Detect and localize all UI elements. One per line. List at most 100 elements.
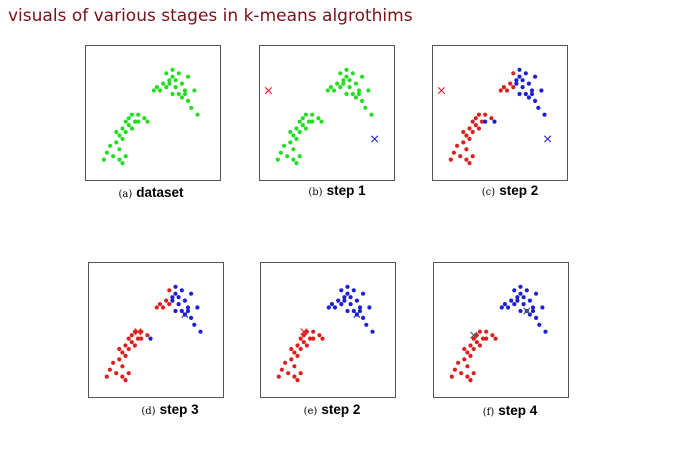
data-point (347, 78, 352, 83)
data-point (107, 367, 112, 372)
data-point (512, 288, 517, 293)
data-point (297, 129, 302, 135)
data-point (123, 343, 128, 348)
data-point (344, 74, 349, 79)
data-point (176, 295, 181, 300)
data-point (319, 119, 324, 124)
caption-name: step 2 (499, 183, 539, 198)
panel-b (259, 45, 395, 181)
data-point (189, 105, 194, 110)
data-point (129, 112, 134, 117)
data-point (278, 150, 283, 155)
panel-c (432, 45, 568, 181)
data-point (291, 157, 296, 162)
data-point (479, 119, 485, 124)
data-point (366, 88, 371, 93)
data-point (311, 329, 316, 334)
data-point (511, 71, 516, 76)
caption-letter: (e) (303, 406, 318, 417)
data-point (129, 333, 134, 338)
data-point (526, 95, 531, 100)
data-point (304, 329, 309, 334)
data-point (484, 336, 489, 341)
data-point (310, 112, 315, 117)
data-point (291, 133, 296, 138)
panel-f (433, 262, 569, 398)
data-point (123, 378, 128, 383)
data-point (342, 298, 347, 303)
data-point (182, 88, 188, 93)
scatter-plot-d (104, 284, 203, 383)
data-point (471, 346, 476, 352)
data-point (123, 353, 128, 358)
data-point (356, 91, 362, 97)
data-point (464, 147, 469, 152)
data-point (101, 157, 106, 162)
data-point (136, 112, 141, 117)
data-point (297, 119, 302, 124)
data-point (111, 154, 116, 159)
data-point (336, 298, 341, 303)
data-point (533, 98, 538, 103)
data-point (344, 67, 349, 72)
data-point (329, 302, 334, 307)
data-point (167, 78, 172, 83)
data-point (151, 88, 156, 93)
data-point (286, 371, 291, 376)
data-point (179, 81, 184, 86)
caption-e: (e) step 2 (262, 402, 402, 418)
data-point (294, 126, 299, 131)
data-point (530, 308, 536, 314)
data-point (476, 112, 481, 117)
data-point (295, 353, 300, 358)
data-point (291, 147, 296, 152)
data-point (339, 288, 344, 293)
data-point (508, 81, 513, 86)
data-point (468, 343, 473, 348)
data-point (539, 88, 544, 93)
caption-c: (c) step 2 (440, 183, 580, 199)
data-point (129, 126, 134, 131)
centroid-marker (300, 328, 308, 336)
data-point (126, 336, 131, 341)
data-point (338, 71, 343, 76)
data-point (529, 88, 535, 93)
data-point (464, 133, 469, 138)
data-point (276, 374, 281, 379)
data-point (451, 150, 456, 155)
centroid-marker (437, 86, 446, 95)
data-point (521, 295, 526, 300)
data-point (518, 291, 523, 296)
data-point (521, 302, 526, 307)
data-point (350, 71, 355, 76)
data-point (282, 143, 287, 148)
data-point (502, 302, 507, 307)
data-point (285, 154, 290, 159)
scatter-plot-f (449, 284, 548, 383)
data-point (518, 284, 523, 289)
data-point (117, 357, 122, 362)
data-point (537, 322, 542, 327)
data-point (111, 360, 116, 365)
data-point (170, 74, 175, 79)
data-point (182, 91, 188, 97)
data-point (499, 305, 504, 310)
data-point (164, 298, 169, 303)
data-point (289, 346, 294, 352)
data-point (300, 116, 305, 121)
data-point (332, 305, 338, 310)
data-point (176, 302, 181, 307)
data-point (459, 371, 464, 376)
data-point (353, 95, 358, 100)
centroid-marker (181, 310, 189, 319)
data-point (369, 112, 374, 117)
caption-letter: (d) (141, 406, 156, 417)
data-point (167, 288, 172, 293)
data-point (161, 81, 166, 86)
caption-name: step 3 (159, 402, 199, 417)
data-point (192, 322, 197, 327)
data-point (517, 74, 522, 79)
data-point (292, 350, 297, 355)
centroid-marker (134, 328, 142, 336)
data-point (348, 295, 353, 300)
